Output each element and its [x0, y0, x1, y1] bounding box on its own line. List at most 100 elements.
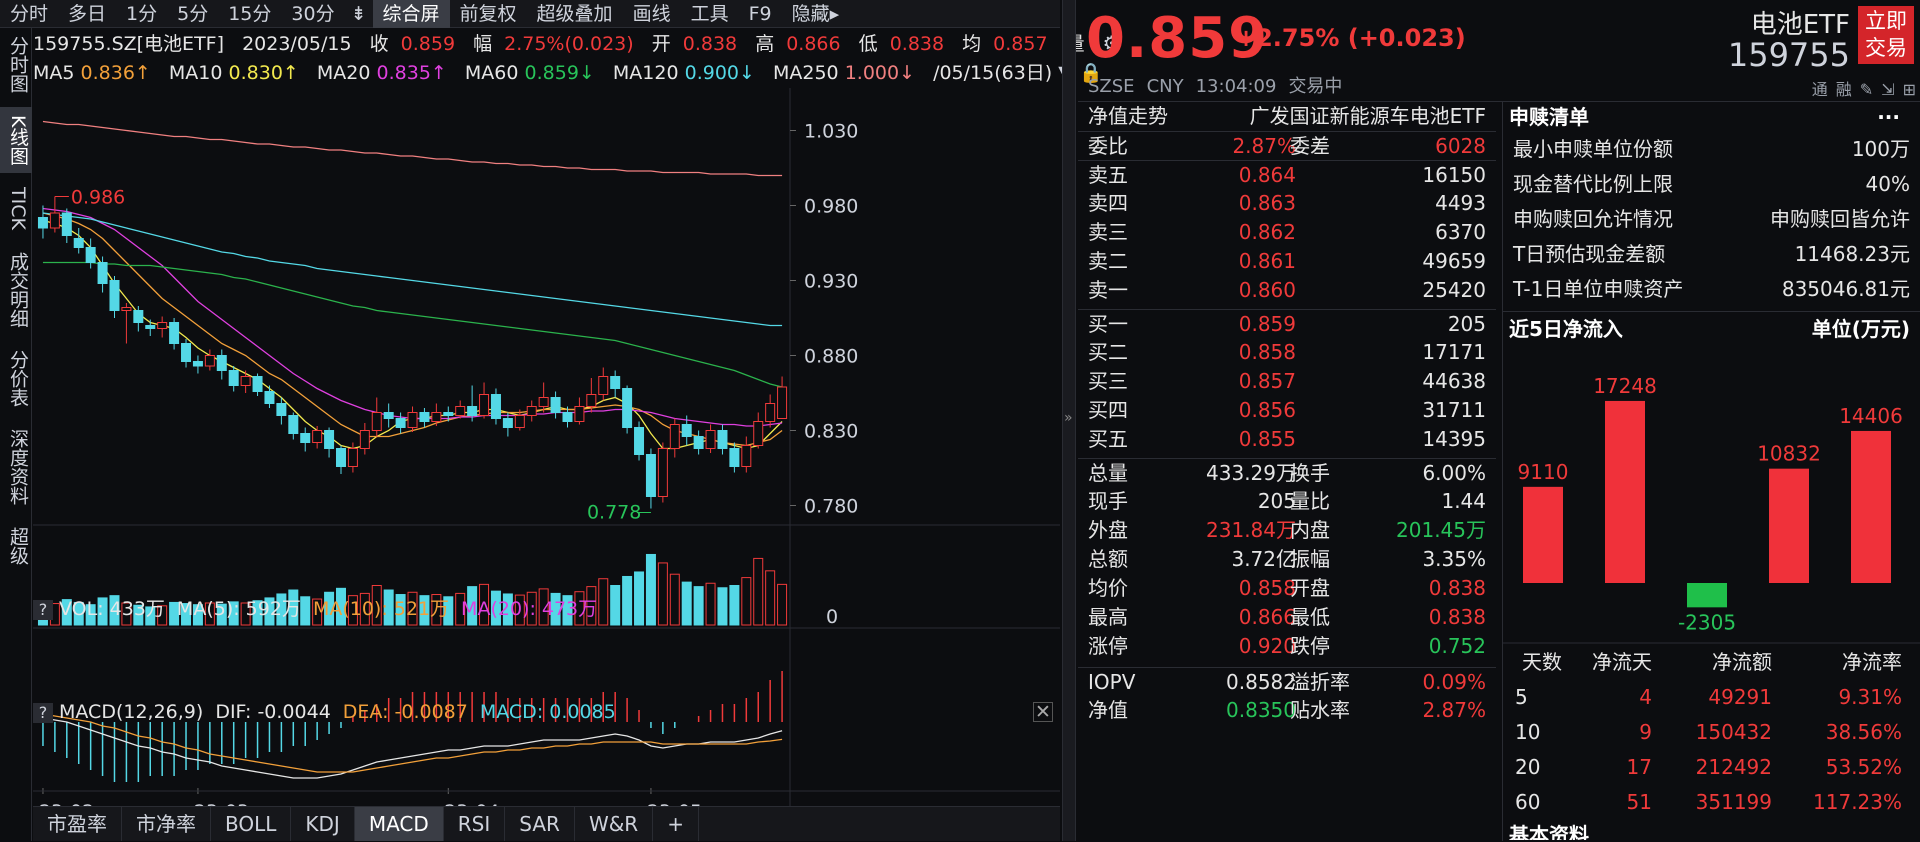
flow-bar-chart: 91105-8172485-9-23055-10108325-11144065-…: [1503, 374, 1920, 644]
panel-divider[interactable]: »: [1062, 0, 1076, 841]
left-nav-item-0[interactable]: 分时图: [7, 36, 29, 93]
volume-bar: [121, 602, 132, 626]
toolbar-tab-6[interactable]: ⇟: [350, 2, 367, 25]
candle-body: [192, 361, 203, 367]
ask-row: 卖五 0.864 16150: [1078, 160, 1496, 189]
candle-body: [431, 412, 442, 422]
close-icon[interactable]: ✕: [1033, 702, 1053, 722]
candle-body: [252, 376, 263, 392]
quote-meta: SZSE CNY 13:04:09 交易中: [1088, 72, 1354, 98]
candle-body: [97, 262, 108, 284]
candle-body: [264, 391, 275, 404]
candle-body: [777, 386, 788, 419]
indicator-tab-0[interactable]: 市盈率: [33, 807, 122, 841]
subred-row: T-1日单位申赎资产 835046.81元: [1503, 272, 1920, 307]
indicator-tab-1[interactable]: 市净率: [122, 807, 211, 841]
subred-value: 11468.23元: [1794, 242, 1910, 266]
toolbar-tab-11[interactable]: 工具: [690, 2, 729, 25]
indicator-tab-5[interactable]: RSI: [444, 807, 506, 841]
subred-row: T日预估现金差额 11468.23元: [1503, 237, 1920, 272]
flow-table-cell: 117.23%: [1813, 790, 1902, 814]
indicator-tab-2[interactable]: BOLL: [211, 807, 292, 841]
ma250-value: 1.000↓: [844, 62, 916, 84]
volume-bar: [598, 578, 609, 626]
flow-title-row: 近5日净流入 单位(万元): [1503, 311, 1920, 345]
bid-row: 买一 0.859 205: [1078, 309, 1496, 338]
quote-tool-icon-2[interactable]: ✎: [1859, 80, 1874, 99]
volume-bar: [669, 573, 680, 626]
stat-row: 最高 0.866 最低 0.838: [1078, 603, 1496, 632]
quote-tool-icon-3[interactable]: ⇲: [1881, 80, 1895, 99]
quote-tool-icon-1[interactable]: 融: [1835, 80, 1852, 99]
indicator-tab-6[interactable]: SAR: [505, 807, 575, 841]
toolbar-tab-5[interactable]: 30分: [291, 2, 335, 25]
bid-label: 买五: [1088, 427, 1128, 451]
candle-body: [741, 445, 752, 467]
volume-bar: [705, 582, 716, 626]
weicha-value: 6028: [1435, 134, 1486, 158]
volume-bar: [383, 589, 394, 626]
candle-body: [455, 406, 466, 416]
left-nav-item-6[interactable]: 超级: [7, 527, 29, 566]
toolbar-tab-7[interactable]: 综合屏: [372, 0, 450, 28]
ma-line-ma60: [42, 261, 783, 388]
left-nav-item-3[interactable]: 成交明细: [7, 252, 29, 329]
toolbar-tab-12[interactable]: F9: [748, 2, 772, 25]
toolbar-tab-1[interactable]: 多日: [68, 2, 107, 25]
help-icon[interactable]: ?: [33, 703, 53, 723]
toolbar-tab-2[interactable]: 1分: [126, 2, 158, 25]
toolbar-tab-8[interactable]: 前复权: [459, 2, 517, 25]
candle-body: [371, 412, 382, 431]
left-nav-item-5[interactable]: 深度资料: [7, 429, 29, 506]
collapse-icon[interactable]: »: [1064, 410, 1073, 426]
top-toolbar: 分时 多日 1分 5分 15分 30分 ⇟ 综合屏 前复权 超级叠加 画线 工具 F9 隐藏▸: [0, 0, 1060, 28]
stat-value: 0.838: [1428, 576, 1486, 600]
volume-header: ? VOL: 433万 MA(5): 592万 MA(10): 521万 MA(20):…: [33, 595, 609, 623]
settings-gear-icon[interactable]: ⚙: [1102, 31, 1121, 55]
trade-now-button[interactable]: 立即 交易: [1858, 6, 1914, 64]
indicator-tab-4[interactable]: MACD: [354, 807, 444, 841]
help-icon[interactable]: ?: [33, 600, 53, 620]
toolbar-tab-10[interactable]: 画线: [632, 2, 671, 25]
bid-label: 买一: [1088, 312, 1128, 336]
quote-tool-icon-4[interactable]: ⊞: [1902, 80, 1916, 99]
stat-label: 振幅: [1290, 547, 1330, 571]
more-icon[interactable]: ···: [1877, 105, 1900, 129]
stat-value: 205: [1257, 489, 1296, 513]
vol-ma10: MA(10): 521万: [312, 598, 450, 620]
volume-bar: [610, 585, 621, 626]
ma-line-ma250: [42, 120, 783, 177]
quote-tool-icon-0[interactable]: 通: [1811, 80, 1828, 99]
volume-bar: [634, 571, 645, 626]
subred-label: 最小申赎单位份额: [1513, 137, 1673, 161]
toolbar-tab-13[interactable]: 隐藏▸: [791, 2, 840, 25]
indicator-tab-3[interactable]: KDJ: [291, 807, 355, 841]
left-nav-item-2[interactable]: TICK: [7, 187, 29, 231]
volume-bar: [645, 553, 656, 626]
subred-value: 100万: [1851, 137, 1910, 161]
toolbar-tab-4[interactable]: 15分: [228, 2, 272, 25]
flow-table-cell: 51: [1626, 790, 1652, 814]
trade-btn-line2: 交易: [1865, 36, 1907, 60]
basic-info-title[interactable]: 基本资料: [1509, 823, 1589, 840]
indicator-tab-7[interactable]: W&R: [575, 807, 654, 841]
candle-body: [526, 406, 537, 416]
candle-body: [765, 403, 776, 422]
toolbar-tab-3[interactable]: 5分: [177, 2, 209, 25]
stat-value: 6.00%: [1422, 461, 1486, 485]
ask-row: 卖一 0.860 25420: [1078, 276, 1496, 305]
candle-body: [49, 212, 60, 229]
indicator-tab-8[interactable]: +: [653, 807, 699, 841]
stat-value: 0.920: [1238, 634, 1296, 658]
candle-body: [359, 430, 370, 449]
toolbar-tab-0[interactable]: 分时: [10, 2, 49, 25]
date-range[interactable]: /05/15(63日): [933, 62, 1053, 84]
lock-icon[interactable]: 🔒: [1078, 62, 1103, 84]
left-nav-item-4[interactable]: 分价表: [7, 350, 29, 408]
quote-icons: 通融 ✎ ⇲ ⊞: [1804, 76, 1916, 100]
toolbar-tab-9[interactable]: 超级叠加: [536, 2, 613, 25]
left-nav-item-1[interactable]: K线图: [0, 107, 32, 174]
volume-bar: [562, 595, 573, 626]
bid-row: 买三 0.857 44638: [1078, 367, 1496, 396]
candle-body: [335, 448, 346, 467]
